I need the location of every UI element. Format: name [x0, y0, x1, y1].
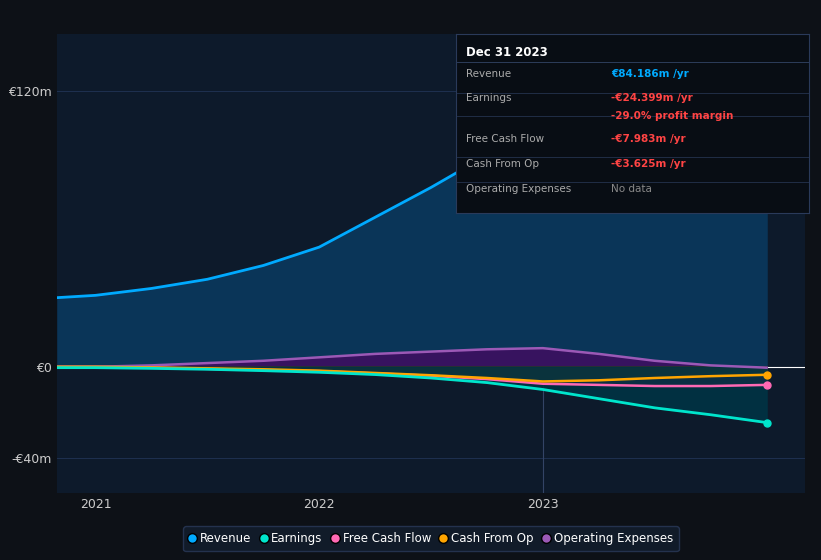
Text: No data: No data: [611, 184, 652, 194]
Text: Cash From Op: Cash From Op: [466, 159, 539, 169]
Text: -29.0% profit margin: -29.0% profit margin: [611, 111, 733, 120]
Text: Dec 31 2023: Dec 31 2023: [466, 46, 548, 59]
Text: -€24.399m /yr: -€24.399m /yr: [611, 93, 693, 102]
Text: Earnings: Earnings: [466, 93, 511, 102]
Text: Revenue: Revenue: [466, 69, 511, 80]
Legend: Revenue, Earnings, Free Cash Flow, Cash From Op, Operating Expenses: Revenue, Earnings, Free Cash Flow, Cash …: [183, 526, 679, 551]
Text: €84.186m /yr: €84.186m /yr: [611, 69, 689, 80]
Text: -€7.983m /yr: -€7.983m /yr: [611, 134, 686, 144]
Text: -€3.625m /yr: -€3.625m /yr: [611, 159, 686, 169]
Text: Free Cash Flow: Free Cash Flow: [466, 134, 544, 144]
Text: Operating Expenses: Operating Expenses: [466, 184, 571, 194]
